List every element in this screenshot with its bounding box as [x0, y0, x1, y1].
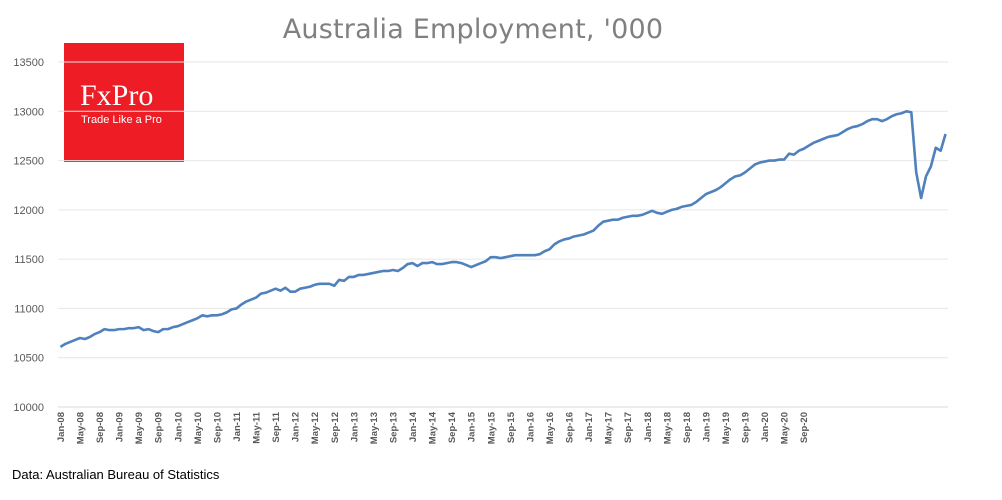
x-tick-label: May-08 — [76, 412, 87, 444]
x-tick-label: Sep-17 — [623, 412, 634, 443]
x-tick-label: Jan-08 — [56, 412, 67, 442]
x-tick-label: Jan-10 — [173, 412, 184, 442]
x-tick-label: Jan-09 — [115, 412, 126, 442]
x-tick-label: May-15 — [486, 411, 497, 444]
y-tick-label: 10500 — [13, 353, 44, 365]
x-tick-label: Jan-19 — [701, 412, 712, 442]
x-tick-label: May-11 — [252, 411, 263, 443]
chart-title: Australia Employment, '000 — [282, 14, 664, 45]
x-tick-label: Jan-12 — [291, 412, 302, 442]
x-tick-label: Jan-11 — [232, 411, 243, 441]
x-tick-label: Sep-18 — [682, 412, 693, 443]
x-tick-label: Sep-15 — [506, 411, 517, 443]
x-tick-label: May-17 — [604, 412, 615, 444]
x-tick-label: Jan-14 — [408, 411, 419, 442]
x-tick-label: May-18 — [662, 412, 673, 444]
x-tick-label: Sep-09 — [154, 412, 165, 443]
y-tick-label: 12000 — [13, 205, 44, 217]
x-tick-label: May-16 — [545, 412, 556, 444]
y-tick-label: 12500 — [13, 156, 44, 168]
x-tick-label: Jan-17 — [584, 412, 595, 442]
x-tick-label: Sep-08 — [95, 412, 106, 443]
y-tick-label: 13500 — [13, 57, 44, 69]
y-axis-ticks: 10000 10500 11000 11500 12000 12500 13000 13500 — [13, 57, 44, 414]
x-tick-label: Jan-20 — [760, 412, 771, 442]
x-tick-label: Sep-12 — [330, 412, 341, 443]
logo-brand: FxPro — [80, 79, 154, 112]
x-tick-label: Jan-15 — [467, 411, 478, 442]
series-line-employment — [59, 109, 947, 348]
x-axis-ticks: Jan-08 May-08 Sep-08 Jan-09 May-09 Sep-09 Jan-… — [56, 411, 810, 444]
x-tick-label: May-20 — [780, 412, 791, 444]
x-tick-label: May-10 — [193, 412, 204, 444]
x-tick-label: May-12 — [310, 412, 321, 444]
x-tick-label: Jan-16 — [525, 412, 536, 442]
x-tick-label: Sep-11 — [271, 411, 282, 442]
x-tick-label: Jan-18 — [643, 412, 654, 442]
y-tick-label: 11000 — [14, 303, 44, 315]
gridlines — [58, 61, 948, 359]
x-tick-label: Jan-13 — [349, 412, 360, 442]
x-tick-label: Sep-16 — [565, 412, 576, 443]
x-tick-label: Sep-19 — [741, 412, 752, 443]
x-tick-label: Sep-13 — [388, 412, 399, 443]
x-tick-label: May-09 — [134, 412, 145, 444]
logo-tagline: Trade Like a Pro — [81, 114, 162, 126]
x-tick-label: May-14 — [428, 411, 439, 444]
x-tick-label: Sep-20 — [799, 412, 810, 443]
x-tick-label: May-19 — [721, 412, 732, 444]
y-tick-label: 11500 — [14, 254, 44, 266]
y-tick-label: 10000 — [13, 402, 44, 414]
source-note: Data: Australian Bureau of Statistics — [12, 467, 220, 482]
fxpro-logo: FxPro Trade Like a Pro — [64, 43, 184, 162]
x-tick-label: May-13 — [369, 412, 380, 444]
y-tick-label: 13000 — [13, 106, 44, 118]
x-tick-label: Sep-14 — [447, 411, 458, 443]
x-tick-label: Sep-10 — [212, 412, 223, 443]
